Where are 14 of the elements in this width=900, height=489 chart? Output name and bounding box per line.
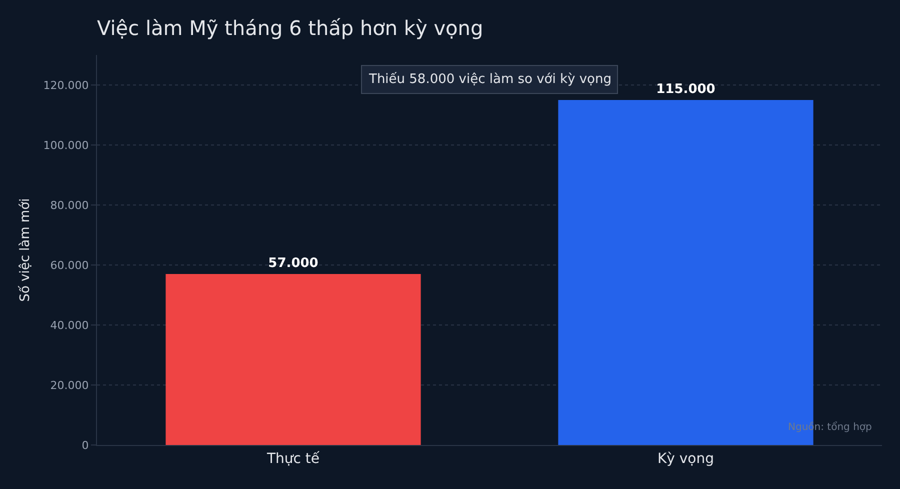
x-tick-label: Kỳ vọng <box>657 450 714 467</box>
y-tick-label: 20.000 <box>50 378 89 392</box>
y-axis-title: Số việc làm mới <box>18 198 34 302</box>
y-tick-label: 0 <box>82 438 89 452</box>
y-tick-label: 60.000 <box>50 258 89 272</box>
annotation: Thiếu 58.000 việc làm so với kỳ vọng <box>368 72 612 87</box>
y-tick-label: 40.000 <box>50 318 89 332</box>
y-tick-label: 100.000 <box>43 138 89 152</box>
y-tick-label: 80.000 <box>50 198 89 212</box>
chart-title: Việc làm Mỹ tháng 6 thấp hơn kỳ vọng <box>97 16 484 40</box>
data-label: 115.000 <box>656 82 716 97</box>
y-tick-label: 120.000 <box>43 78 89 92</box>
data-label: 57.000 <box>268 256 318 271</box>
x-tick-label: Thực tế <box>266 450 320 467</box>
